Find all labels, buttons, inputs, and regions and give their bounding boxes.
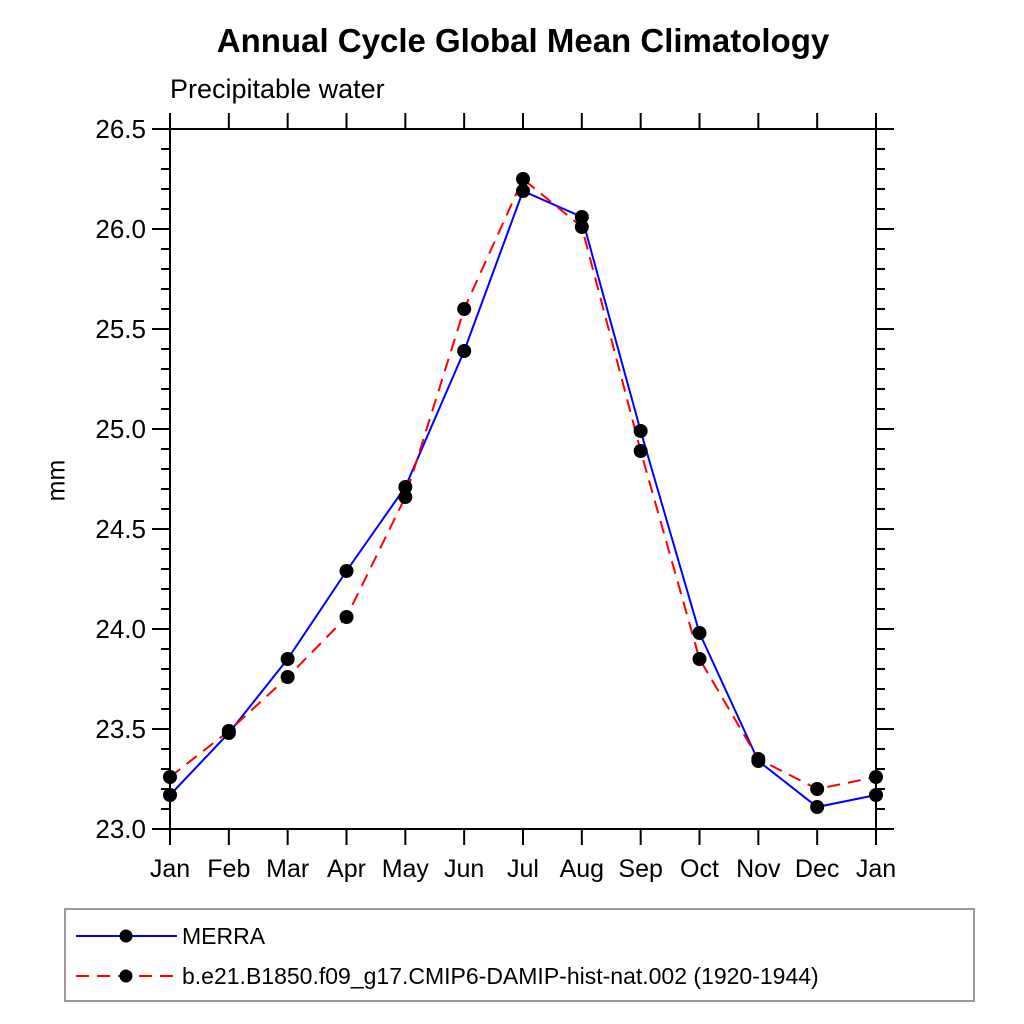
data-point-marker — [516, 172, 530, 186]
legend-sample-line-solid — [76, 929, 177, 943]
data-point-marker — [163, 788, 177, 802]
data-point-marker — [280, 670, 295, 684]
y-tick-label: 26.0 — [95, 214, 146, 244]
x-tick-label: Jan — [150, 855, 190, 883]
legend-marker — [119, 929, 133, 943]
legend-marker — [119, 969, 133, 983]
x-tick-label: Nov — [736, 855, 781, 883]
data-point-marker — [398, 490, 413, 504]
y-tick-label: 26.5 — [95, 114, 146, 144]
data-point-marker — [339, 610, 354, 624]
data-point-marker — [810, 800, 825, 814]
legend-label: b.e21.B1850.f09_g17.CMIP6-DAMIP-hist-nat… — [182, 962, 819, 989]
data-point-marker — [398, 480, 413, 494]
y-tick-label: 24.5 — [95, 514, 146, 544]
data-point-marker — [221, 724, 236, 738]
series-line-1 — [169, 177, 877, 791]
x-tick-label: Oct — [680, 855, 719, 883]
legend-box: MERRA b.e21.B1850.f09_g17.CMIP6-DAMIP-hi… — [64, 908, 975, 1002]
data-point-marker — [163, 770, 177, 784]
x-tick-label: Feb — [207, 855, 250, 883]
plot-area: 23.0 23.5 24.0 24.5 25.0 25.5 26.0 26.5 Jan Feb Ma… — [95, 113, 896, 883]
data-point-marker — [810, 782, 825, 796]
data-point-marker — [633, 424, 648, 438]
x-tick-label: Mar — [266, 855, 309, 883]
y-tick-label: 25.5 — [95, 314, 146, 344]
data-point-marker — [457, 344, 472, 358]
x-tick-label: Sep — [618, 855, 662, 883]
x-tick-label: Jul — [507, 855, 539, 883]
chart-subtitle: Precipitable water — [170, 74, 385, 104]
data-point-marker — [280, 652, 295, 666]
x-tick-label: Aug — [560, 855, 604, 883]
data-point-marker — [633, 444, 648, 458]
chart-title: Annual Cycle Global Mean Climatology — [216, 22, 830, 59]
y-tick-label: 23.0 — [95, 814, 146, 844]
data-point-marker — [574, 210, 589, 224]
x-tick-label: Dec — [795, 855, 839, 883]
series-line-0 — [169, 189, 877, 809]
plot-border — [169, 128, 877, 830]
data-point-marker — [516, 184, 530, 198]
data-point-marker — [869, 788, 883, 802]
y-tick-label: 24.0 — [95, 614, 146, 644]
x-tick-label: Apr — [327, 855, 366, 883]
legend-entry-merra: MERRA — [74, 920, 265, 952]
data-point-marker — [751, 752, 766, 766]
y-tick-label: 23.5 — [95, 714, 146, 744]
data-point-marker — [339, 564, 354, 578]
data-point-marker — [692, 626, 707, 640]
data-point-marker — [574, 220, 589, 234]
x-tick-label: Jun — [444, 855, 484, 883]
data-point-marker — [869, 770, 883, 784]
x-tick-label: Jan — [856, 855, 896, 883]
legend-sample-line-dashed — [76, 969, 177, 983]
legend-label: MERRA — [182, 922, 266, 949]
x-tick-label: May — [382, 855, 430, 883]
y-tick-label: 25.0 — [95, 414, 146, 444]
legend-entry-model: b.e21.B1850.f09_g17.CMIP6-DAMIP-hist-nat… — [74, 960, 819, 992]
data-point-marker — [457, 302, 472, 316]
data-point-marker — [692, 652, 707, 666]
